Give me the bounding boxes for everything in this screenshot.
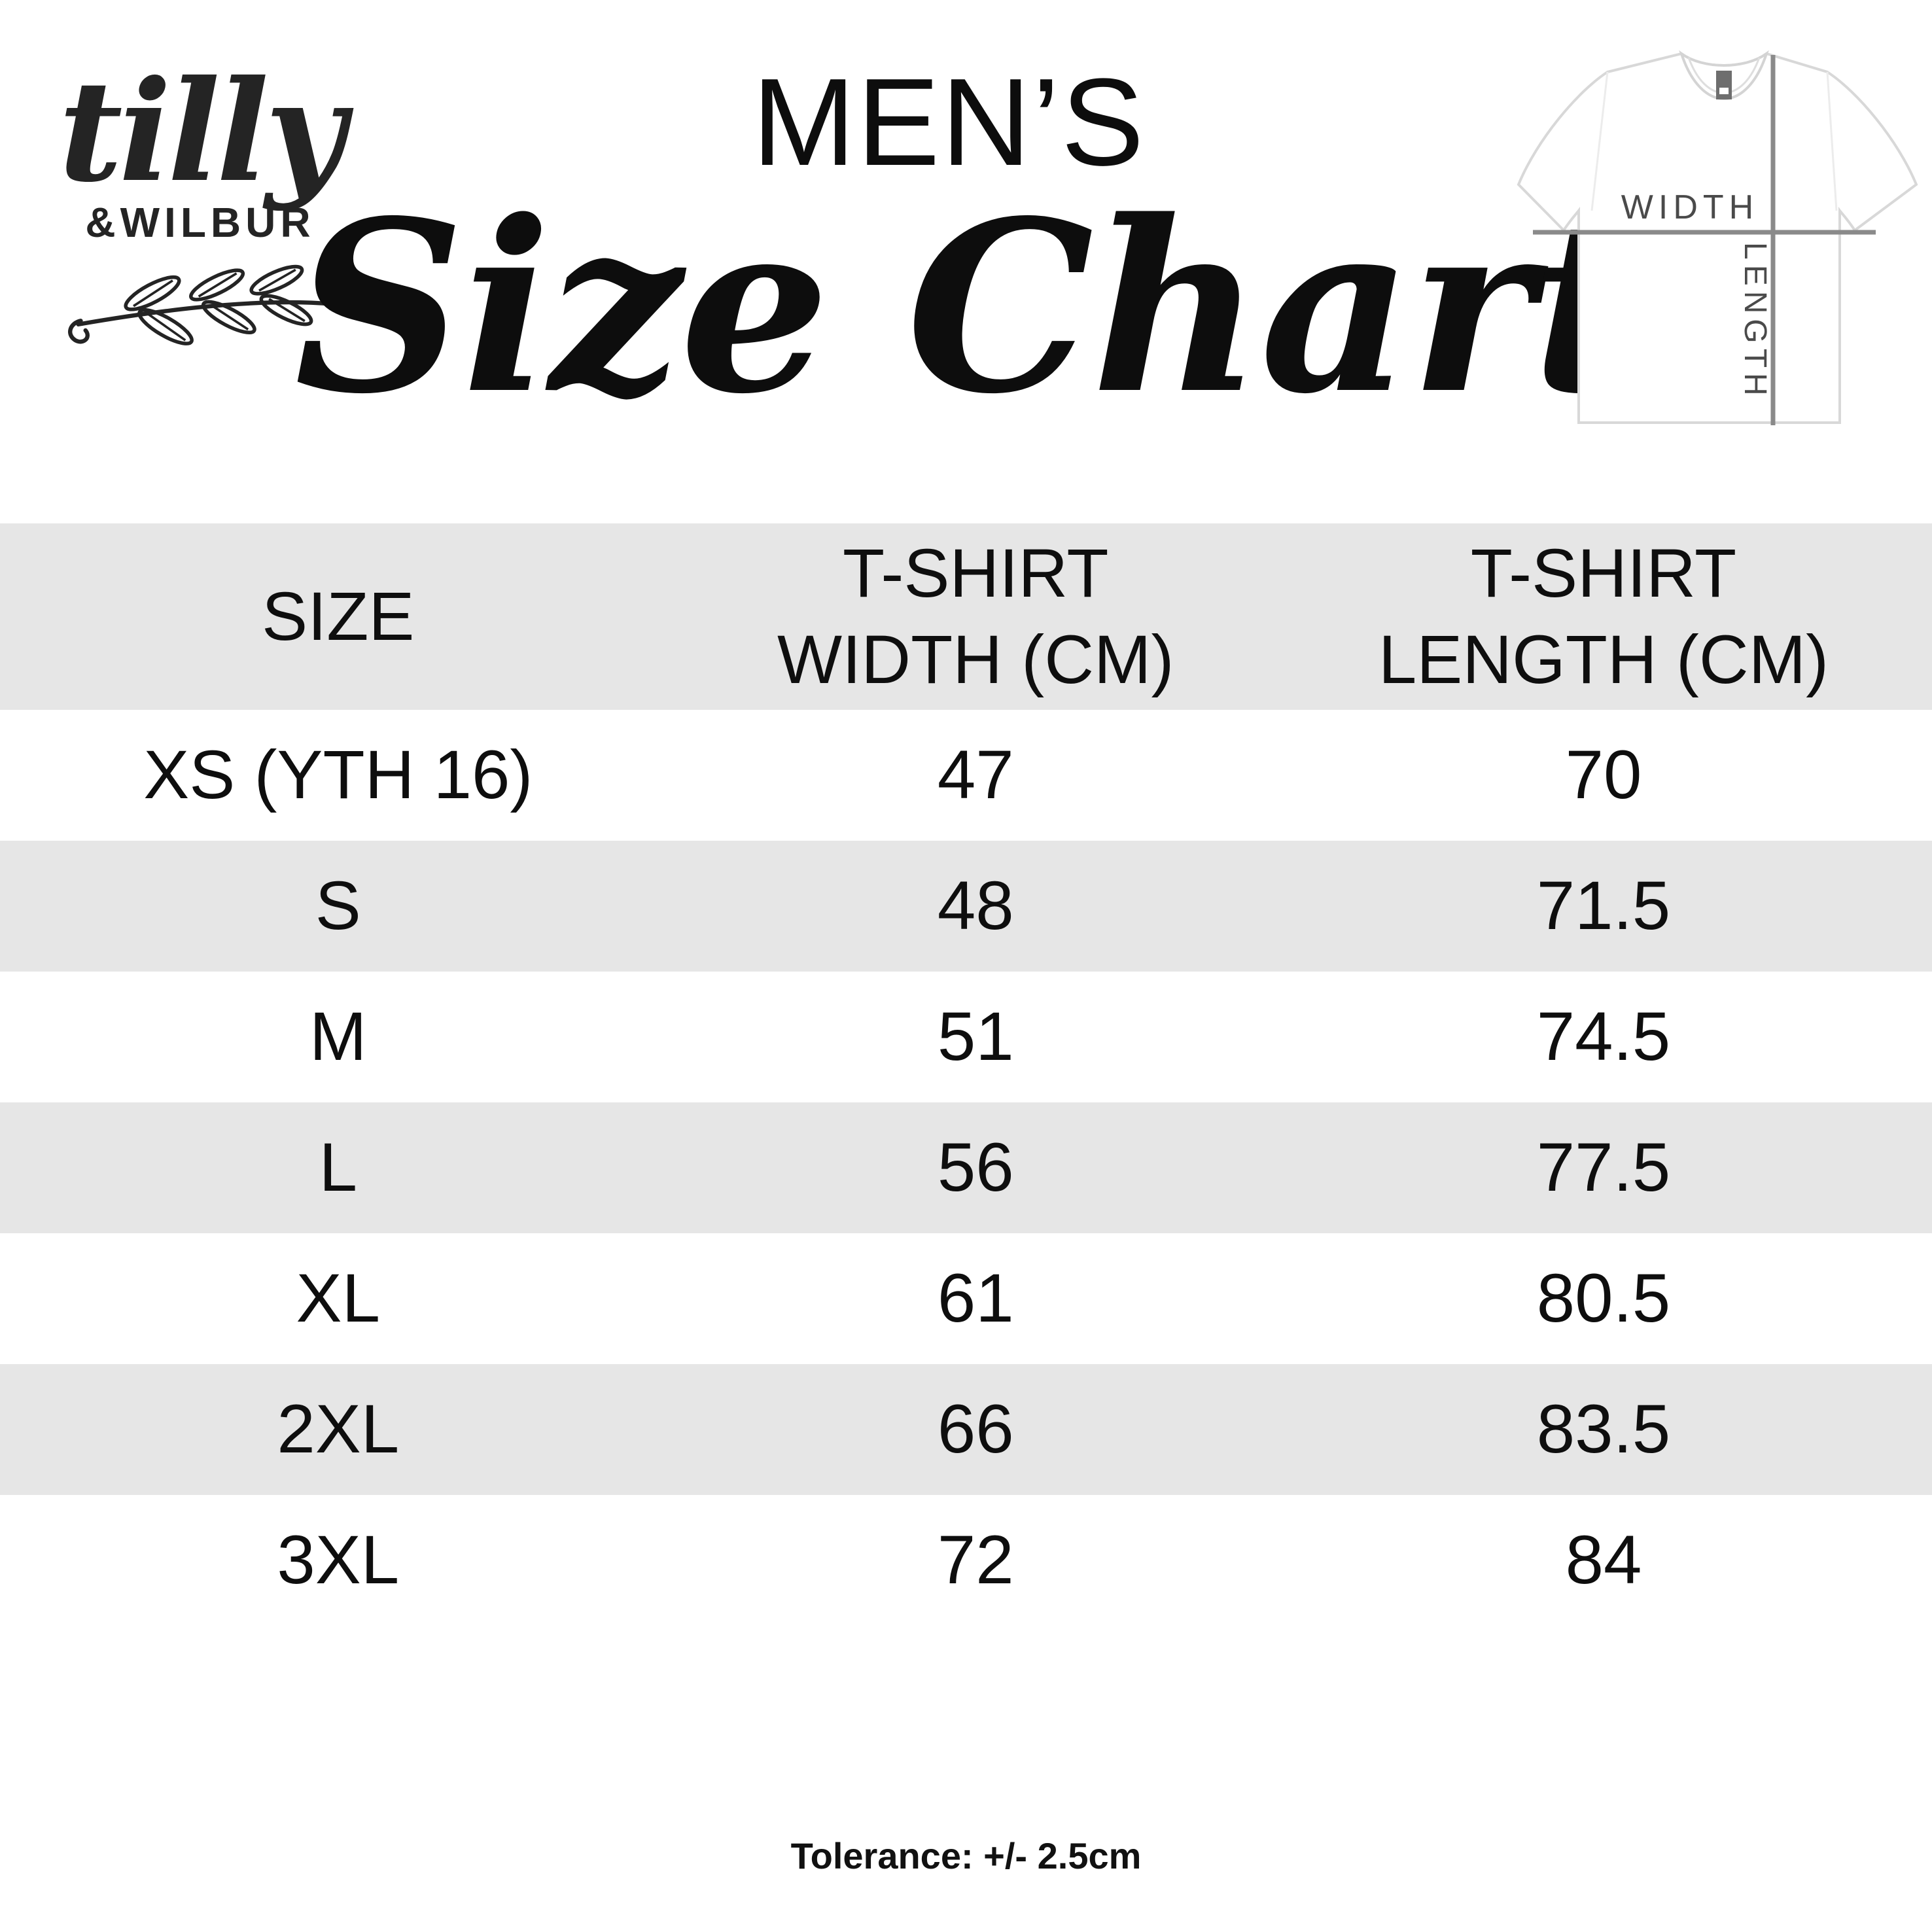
leaf-icon: [124, 275, 181, 312]
width-value: 61: [937, 1260, 1014, 1337]
column-header-size: SIZE: [0, 574, 676, 659]
length-value: 70: [1565, 737, 1642, 814]
column-header-size-label: SIZE: [262, 578, 415, 655]
laurel-branch-icon: [68, 265, 335, 346]
category-heading: MEN’S: [752, 53, 1146, 192]
table-row-s: S 48 71.5: [0, 841, 1932, 972]
table-row-xs: XS (YTH 16) 47 70: [0, 710, 1932, 841]
length-value: 80.5: [1536, 1260, 1671, 1337]
length-value: 74.5: [1536, 998, 1671, 1076]
size-table-header-row: SIZE T-SHIRT WIDTH (CM) T-SHIRT LENGTH (…: [0, 523, 1932, 710]
size-label: 2XL: [277, 1391, 400, 1468]
leaf-icon: [189, 268, 245, 302]
length-value: 83.5: [1536, 1391, 1671, 1468]
leaf-icon: [137, 308, 194, 346]
length-value: 71.5: [1536, 868, 1671, 945]
size-label: XS (YTH 16): [143, 737, 533, 814]
table-row-3xl: 3XL 72 84: [0, 1495, 1932, 1626]
size-label: 3XL: [277, 1522, 400, 1599]
width-value: 48: [937, 868, 1014, 945]
width-value: 66: [937, 1391, 1014, 1468]
column-header-length: T-SHIRT LENGTH (CM): [1378, 535, 1829, 698]
width-label: WIDTH: [1621, 188, 1759, 226]
page-title: Size Chart: [294, 169, 1640, 446]
neck-tag-size-label: [1719, 88, 1729, 94]
width-value: 51: [937, 998, 1014, 1076]
tshirt-measurement-diagram: WIDTH LENGTH: [1515, 14, 1920, 433]
left-sleeve-seam: [1590, 71, 1609, 211]
size-label: S: [315, 868, 361, 945]
column-header-width: T-SHIRT WIDTH (CM): [777, 535, 1174, 698]
leaf-icon: [201, 300, 256, 335]
table-row-m: M 51 74.5: [0, 972, 1932, 1102]
neck-tag: [1716, 71, 1732, 99]
leaf-icon: [259, 294, 313, 326]
size-label: L: [319, 1129, 357, 1206]
brand-logo: tilly &WILBUR: [43, 50, 357, 351]
size-table: SIZE T-SHIRT WIDTH (CM) T-SHIRT LENGTH (…: [0, 523, 1932, 1626]
length-value: 77.5: [1536, 1129, 1671, 1206]
brand-name-caps: &WILBUR: [85, 199, 315, 247]
table-row-xl: XL 61 80.5: [0, 1233, 1932, 1364]
right-sleeve-seam: [1826, 71, 1838, 211]
length-value: 84: [1565, 1522, 1642, 1599]
tolerance-note: Tolerance: +/- 2.5cm: [790, 1835, 1142, 1876]
size-label: M: [309, 998, 367, 1076]
size-label: XL: [296, 1260, 380, 1337]
table-row-l: L 56 77.5: [0, 1102, 1932, 1233]
tshirt-illustration: [1517, 52, 1918, 424]
brand-name-script: tilly: [58, 50, 346, 213]
width-value: 56: [937, 1129, 1014, 1206]
length-label: LENGTH: [1738, 242, 1772, 401]
width-value: 47: [937, 737, 1014, 814]
table-row-2xl: 2XL 66 83.5: [0, 1364, 1932, 1495]
width-value: 72: [937, 1522, 1014, 1599]
